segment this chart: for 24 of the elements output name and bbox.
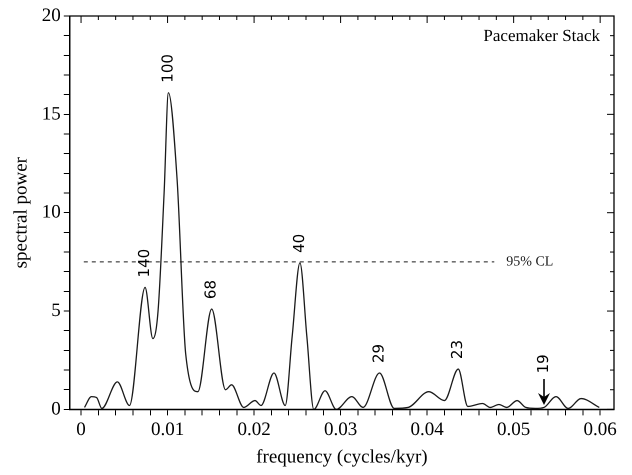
x-tick-label: 0.02 — [237, 418, 271, 440]
annotation: 140 — [134, 248, 153, 278]
y-tick-label: 15 — [42, 103, 61, 124]
ref-line-label: 95% CL — [506, 254, 554, 270]
x-axis-title: frequency (cycles/kyr) — [256, 446, 428, 468]
x-tick-label: 0.01 — [150, 418, 184, 440]
x-tick-label: 0.05 — [497, 418, 530, 440]
x-tick-label: 0.03 — [324, 418, 358, 440]
annotation: 40 — [290, 234, 308, 253]
annotation: 29 — [369, 344, 388, 364]
x-tick-label: 0.06 — [584, 418, 617, 440]
annotation: 19 — [534, 354, 552, 374]
y-tick-label: 20 — [42, 4, 61, 26]
x-tick-label: 0 — [76, 418, 86, 440]
x-tick-label: 0.04 — [410, 418, 444, 440]
y-axis-title: spectral power — [10, 156, 32, 268]
annotation: 100 — [158, 54, 176, 83]
annotation: 23 — [448, 340, 466, 360]
annotation: 68 — [202, 280, 220, 300]
line-series — [84, 92, 600, 410]
y-tick-label: 0 — [51, 398, 61, 420]
annotation: Pacemaker Stack — [483, 26, 600, 45]
y-tick-label: 10 — [42, 202, 61, 223]
y-tick-label: 5 — [51, 300, 61, 322]
